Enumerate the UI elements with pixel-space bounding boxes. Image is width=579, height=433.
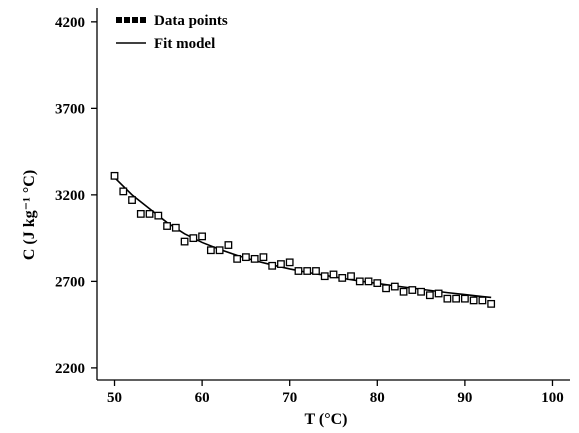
data-point [417, 287, 425, 296]
y-tick-label: 4200 [55, 15, 85, 31]
legend-label-fit-model: Fit model [154, 36, 215, 52]
data-point [373, 279, 382, 288]
ticks [91, 21, 554, 386]
data-point [277, 260, 285, 268]
x-tick-label: 60 [195, 390, 210, 406]
data-point [250, 254, 259, 263]
data-point [390, 282, 399, 291]
x-tick-label: 50 [107, 390, 122, 406]
tick-labels: 50 60 70 80 90 100 2200 2700 3200 3700 4200 [55, 15, 564, 406]
data-point [285, 258, 294, 267]
axes [96, 8, 570, 381]
y-axis-title: C (J kg⁻¹ °C) [21, 170, 38, 260]
data-point [425, 291, 434, 300]
data-point [110, 171, 119, 180]
data-point [136, 209, 145, 218]
data-point [224, 241, 233, 249]
data-point [215, 246, 224, 255]
x-tick-label: 100 [541, 390, 564, 406]
data-point [171, 223, 180, 232]
data-point [268, 261, 277, 270]
data-point [294, 267, 303, 275]
data-point [259, 253, 268, 262]
data-point [163, 222, 171, 230]
data-point [408, 286, 417, 294]
data-point [180, 237, 189, 246]
data-point [355, 277, 364, 286]
y-tick-label: 2700 [55, 274, 85, 290]
data-point [338, 274, 347, 282]
data-point [242, 253, 250, 262]
legend: Data points Fit model [116, 13, 228, 52]
data-point [198, 232, 207, 241]
fit-model-line [113, 176, 492, 299]
legend-markers-icon [116, 17, 146, 23]
data-point [119, 187, 128, 196]
x-axis-title: T (°C) [305, 411, 348, 428]
data-point [443, 294, 452, 303]
data-point [189, 234, 198, 243]
legend-label-data-points: Data points [154, 13, 228, 29]
data-point [452, 294, 461, 303]
data-point [399, 287, 408, 296]
data-point [128, 196, 136, 204]
data-point [347, 272, 355, 281]
data-point [329, 270, 338, 279]
data-point [364, 277, 373, 286]
data-point [145, 209, 154, 218]
data-point [487, 299, 496, 308]
x-tick-label: 70 [282, 390, 297, 406]
data-point [206, 246, 215, 255]
x-tick-label: 80 [370, 390, 385, 406]
x-tick-label: 90 [457, 390, 472, 406]
data-point [233, 254, 242, 263]
fit-model-series [113, 176, 492, 299]
data-point [303, 267, 312, 275]
data-point [154, 211, 163, 220]
data-point [469, 296, 478, 305]
y-tick-label: 2200 [55, 361, 85, 377]
data-point [460, 294, 469, 303]
data-point [312, 267, 320, 275]
data-point [478, 296, 487, 305]
data-points-series [110, 171, 496, 308]
y-tick-label: 3200 [55, 188, 85, 204]
data-point [382, 284, 390, 293]
data-point [434, 289, 443, 298]
data-point [320, 272, 329, 281]
y-tick-label: 3700 [55, 101, 85, 117]
